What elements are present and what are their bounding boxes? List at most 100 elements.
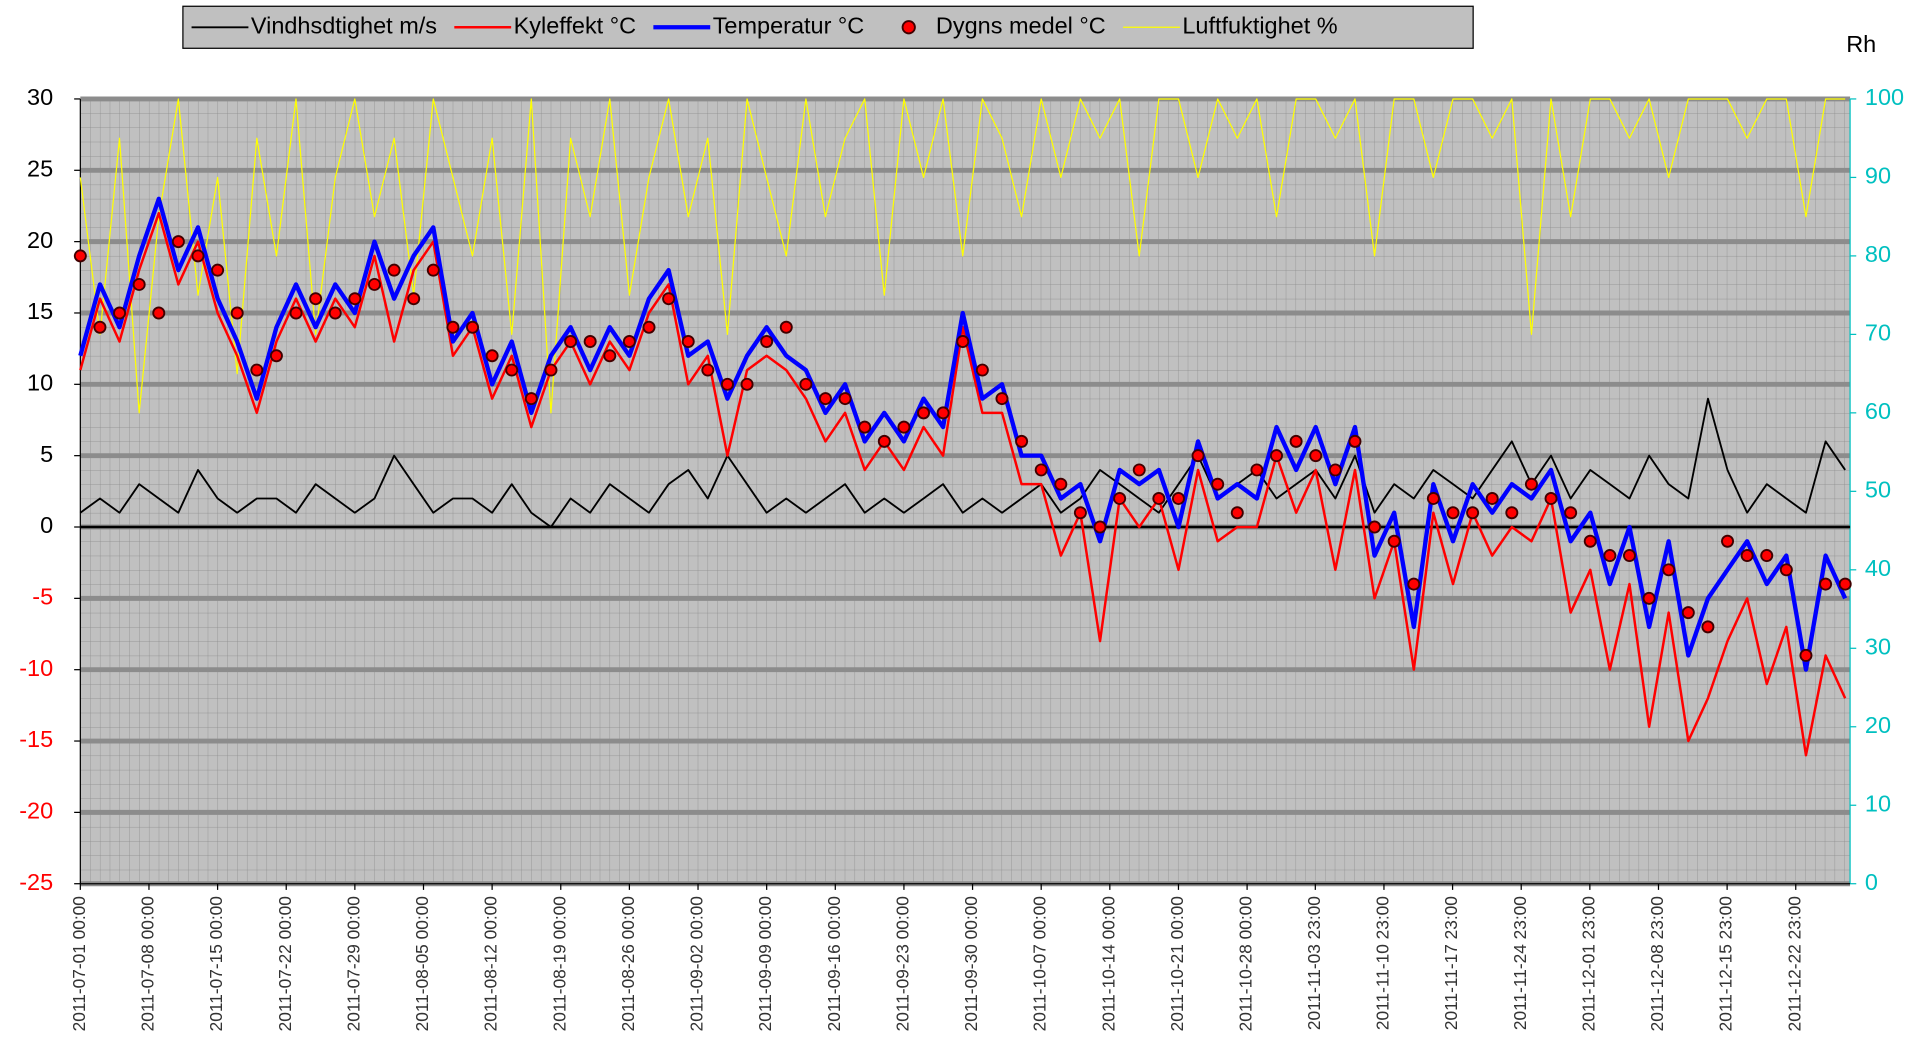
y-tick-label: 5 bbox=[40, 441, 53, 467]
daily-mean-marker bbox=[1622, 549, 1636, 563]
x-tick-label: 2011-08-12 00:00 bbox=[481, 896, 501, 1031]
daily-mean-marker bbox=[466, 320, 480, 334]
x-tick-label: 2011-11-03 23:00 bbox=[1304, 896, 1324, 1030]
daily-mean-marker bbox=[132, 277, 146, 291]
daily-mean-marker bbox=[1642, 591, 1656, 605]
daily-mean-marker bbox=[1368, 520, 1382, 534]
daily-mean-marker bbox=[995, 392, 1009, 406]
y-tick-label: 15 bbox=[27, 298, 53, 324]
daily-mean-marker bbox=[407, 292, 421, 306]
daily-mean-marker bbox=[309, 292, 323, 306]
daily-mean-marker bbox=[230, 306, 244, 320]
x-tick-label: 2011-07-15 00:00 bbox=[206, 896, 226, 1031]
daily-mean-marker bbox=[681, 335, 695, 349]
y2-tick-label: 10 bbox=[1865, 790, 1891, 816]
y-tick-label: 10 bbox=[27, 370, 53, 396]
daily-mean-marker bbox=[622, 335, 636, 349]
daily-mean-marker bbox=[387, 263, 401, 277]
daily-mean-marker bbox=[1152, 491, 1166, 505]
daily-mean-marker bbox=[1387, 534, 1401, 548]
daily-mean-marker bbox=[1034, 463, 1048, 477]
daily-mean-marker bbox=[1328, 463, 1342, 477]
daily-mean-marker bbox=[779, 320, 793, 334]
daily-mean-marker bbox=[975, 363, 989, 377]
y-tick-label: -25 bbox=[19, 869, 53, 895]
x-tick-label: 2011-11-10 23:00 bbox=[1373, 896, 1393, 1030]
daily-mean-marker bbox=[171, 235, 185, 249]
daily-mean-marker bbox=[1132, 463, 1146, 477]
daily-mean-marker bbox=[799, 377, 813, 391]
y-tick-label: 25 bbox=[27, 155, 53, 181]
daily-mean-marker bbox=[211, 263, 225, 277]
daily-mean-marker bbox=[564, 335, 578, 349]
x-tick-label: 2011-09-09 00:00 bbox=[755, 896, 775, 1031]
daily-mean-marker bbox=[1093, 520, 1107, 534]
legend-label: Dygns medel °C bbox=[936, 12, 1106, 38]
daily-mean-marker bbox=[1073, 506, 1087, 520]
daily-mean-marker bbox=[936, 406, 950, 420]
x-tick-label: 2011-10-28 00:00 bbox=[1236, 896, 1256, 1031]
x-tick-label: 2011-08-19 00:00 bbox=[549, 896, 569, 1031]
y2-tick-label: 50 bbox=[1865, 477, 1891, 503]
daily-mean-marker bbox=[720, 377, 734, 391]
daily-mean-marker bbox=[1603, 549, 1617, 563]
daily-mean-marker bbox=[1309, 449, 1323, 463]
y2-tick-label: 60 bbox=[1865, 398, 1891, 424]
daily-mean-marker bbox=[1171, 491, 1185, 505]
y-tick-label: 30 bbox=[27, 84, 53, 110]
x-tick-label: 2011-08-05 00:00 bbox=[412, 896, 432, 1031]
x-tick-label: 2011-12-15 23:00 bbox=[1716, 896, 1736, 1031]
daily-mean-marker bbox=[289, 306, 303, 320]
daily-mean-marker bbox=[348, 292, 362, 306]
x-tick-label: 2011-07-29 00:00 bbox=[343, 896, 363, 1031]
daily-mean-marker bbox=[1407, 577, 1421, 591]
legend-marker bbox=[901, 20, 916, 35]
daily-mean-marker bbox=[1760, 549, 1774, 563]
x-tick-label: 2011-09-02 00:00 bbox=[687, 896, 707, 1031]
daily-mean-marker bbox=[485, 349, 499, 363]
legend-label: Kyleffekt °C bbox=[514, 12, 636, 38]
x-tick-label: 2011-12-01 23:00 bbox=[1578, 896, 1598, 1031]
daily-mean-marker bbox=[1544, 491, 1558, 505]
daily-mean-marker bbox=[152, 306, 166, 320]
y2-tick-label: 100 bbox=[1865, 84, 1904, 110]
series-line bbox=[78, 196, 1848, 672]
daily-mean-marker bbox=[1583, 534, 1597, 548]
y2-tick-label: 20 bbox=[1865, 712, 1891, 738]
daily-mean-marker bbox=[1113, 491, 1127, 505]
daily-mean-marker bbox=[1426, 491, 1440, 505]
daily-mean-marker bbox=[897, 420, 911, 434]
y2-tick-label: 90 bbox=[1865, 163, 1891, 189]
y2-tick-label: 70 bbox=[1865, 320, 1891, 346]
legend-label: Temperatur °C bbox=[713, 12, 865, 38]
daily-mean-marker bbox=[858, 420, 872, 434]
legend bbox=[182, 5, 1474, 49]
y-tick-label: -20 bbox=[19, 798, 53, 824]
daily-mean-marker bbox=[113, 306, 127, 320]
y-tick-label: 0 bbox=[40, 512, 53, 538]
daily-mean-marker bbox=[819, 392, 832, 406]
y2-tick-label: 40 bbox=[1865, 555, 1891, 581]
daily-mean-marker bbox=[877, 434, 891, 448]
y-tick-label: -15 bbox=[19, 726, 53, 752]
y2-tick-label: 30 bbox=[1865, 633, 1891, 659]
legend-label: Luftfuktighet % bbox=[1182, 12, 1337, 38]
y2-axis-label: Rh bbox=[1846, 31, 1876, 57]
daily-mean-marker bbox=[1191, 449, 1205, 463]
daily-mean-marker bbox=[662, 292, 676, 306]
y2-tick-label: 0 bbox=[1865, 869, 1878, 895]
daily-mean-marker bbox=[838, 392, 852, 406]
daily-mean-marker bbox=[1211, 477, 1225, 491]
series-line bbox=[79, 397, 1846, 528]
x-tick-label: 2011-07-01 00:00 bbox=[69, 896, 89, 1031]
daily-mean-marker bbox=[1230, 506, 1244, 520]
daily-mean-marker bbox=[917, 406, 931, 420]
daily-mean-marker bbox=[269, 349, 283, 363]
x-tick-label: 2011-07-08 00:00 bbox=[138, 896, 158, 1031]
x-tick-label: 2011-08-26 00:00 bbox=[618, 896, 638, 1031]
x-tick-label: 2011-10-21 00:00 bbox=[1167, 896, 1187, 1031]
daily-mean-marker bbox=[367, 277, 381, 291]
daily-mean-marker bbox=[191, 249, 205, 263]
daily-mean-marker bbox=[1779, 563, 1793, 577]
daily-mean-marker bbox=[603, 349, 617, 363]
